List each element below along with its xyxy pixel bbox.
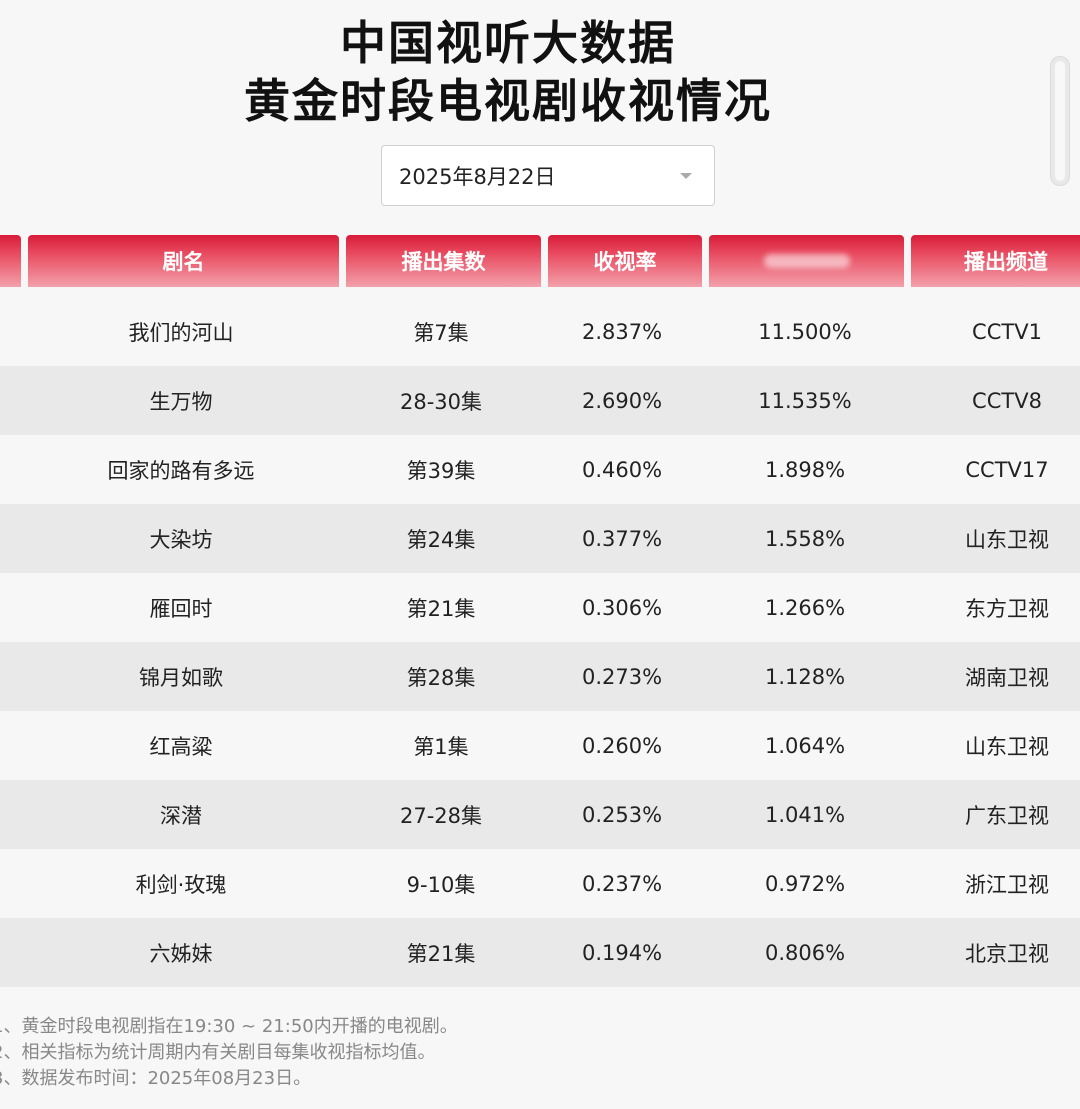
cell-episodes: 第24集 bbox=[406, 527, 476, 552]
cell-rating: 0.273% bbox=[581, 664, 663, 689]
cell-episodes: 第28集 bbox=[406, 665, 476, 690]
cell-rating: 0.260% bbox=[581, 733, 663, 758]
table-row: 深潜 27-28集 0.253% 1.041% 广东卫视 bbox=[0, 780, 1080, 849]
cell-share: 1.064% bbox=[764, 733, 846, 758]
cell-title: 我们的河山 bbox=[128, 320, 234, 345]
caret-down-icon bbox=[680, 173, 692, 179]
header-cell-episodes: 播出集数 bbox=[346, 235, 541, 287]
cell-title: 深潜 bbox=[160, 803, 202, 828]
cell-rating: 0.194% bbox=[581, 940, 663, 965]
cell-title: 锦月如歌 bbox=[139, 665, 223, 690]
cell-title: 雁回时 bbox=[149, 596, 213, 621]
cell-rating: 0.460% bbox=[581, 457, 663, 482]
cell-rating: 0.377% bbox=[581, 526, 663, 551]
cell-share: 1.041% bbox=[764, 802, 846, 827]
cell-share: 1.128% bbox=[764, 664, 846, 689]
cell-title: 生万物 bbox=[149, 389, 213, 414]
cell-channel: 山东卫视 bbox=[965, 527, 1049, 552]
cell-title: 大染坊 bbox=[149, 527, 213, 552]
table-header: 剧名 播出集数 收视率 播出频道 bbox=[0, 235, 1080, 287]
cell-episodes: 第7集 bbox=[413, 320, 469, 345]
header-cell-share bbox=[709, 235, 904, 287]
footnote-2: 2、相关指标为统计周期内有关剧目每集收视指标均值。 bbox=[0, 1042, 436, 1063]
cell-share: 1.266% bbox=[764, 595, 846, 620]
cell-episodes: 28-30集 bbox=[399, 389, 483, 414]
table-row: 生万物 28-30集 2.690% 11.535% CCTV8 bbox=[0, 366, 1080, 435]
cell-share: 0.972% bbox=[764, 871, 846, 896]
table-row: 六姊妹 第21集 0.194% 0.806% 北京卫视 bbox=[0, 918, 1080, 987]
cell-share: 0.806% bbox=[764, 940, 846, 965]
cell-episodes: 第39集 bbox=[406, 458, 476, 483]
header-cell-rank bbox=[0, 235, 21, 287]
cell-channel: 东方卫视 bbox=[965, 596, 1049, 621]
title-line-2: 黄金时段电视剧收视情况 bbox=[244, 74, 772, 128]
table-row: 大染坊 第24集 0.377% 1.558% 山东卫视 bbox=[0, 504, 1080, 573]
cell-episodes: 第1集 bbox=[413, 734, 469, 759]
header-cell-channel: 播出频道 bbox=[911, 235, 1080, 287]
title-line-1: 中国视听大数据 bbox=[340, 16, 676, 70]
footnote-1: 1、黄金时段电视剧指在19:30 ~ 21:50内开播的电视剧。 bbox=[0, 1016, 458, 1037]
cell-share: 1.898% bbox=[764, 457, 846, 482]
page-title: 中国视听大数据 黄金时段电视剧收视情况 bbox=[0, 14, 1016, 130]
cell-share: 11.535% bbox=[758, 388, 852, 413]
header-cell-title: 剧名 bbox=[28, 235, 339, 287]
cell-episodes: 第21集 bbox=[406, 596, 476, 621]
table-row: 回家的路有多远 第39集 0.460% 1.898% CCTV17 bbox=[0, 435, 1080, 504]
cell-rating: 2.690% bbox=[581, 388, 663, 413]
cell-rating: 2.837% bbox=[581, 319, 663, 344]
cell-title: 利剑·玫瑰 bbox=[135, 872, 227, 897]
cell-channel: 北京卫视 bbox=[965, 941, 1049, 966]
table-row: 红高粱 第1集 0.260% 1.064% 山东卫视 bbox=[0, 711, 1080, 780]
cell-channel: 广东卫视 bbox=[965, 803, 1049, 828]
footnote-3: 3、数据发布时间：2025年08月23日。 bbox=[0, 1068, 312, 1089]
cell-rating: 0.306% bbox=[581, 595, 663, 620]
cell-channel: CCTV17 bbox=[965, 457, 1049, 482]
footnotes: 1、黄金时段电视剧指在19:30 ~ 21:50内开播的电视剧。 2、相关指标为… bbox=[0, 1014, 1080, 1092]
cell-title: 红高粱 bbox=[149, 734, 213, 759]
cell-rating: 0.253% bbox=[581, 802, 663, 827]
date-select-value: 2025年8月22日 bbox=[399, 164, 556, 189]
cell-channel: 山东卫视 bbox=[965, 734, 1049, 759]
table-row: 利剑·玫瑰 9-10集 0.237% 0.972% 浙江卫视 bbox=[0, 849, 1080, 918]
table-row: 雁回时 第21集 0.306% 1.266% 东方卫视 bbox=[0, 573, 1080, 642]
cell-channel: 浙江卫视 bbox=[965, 872, 1049, 897]
cell-rating: 0.237% bbox=[581, 871, 663, 896]
header-cell-share-blurred bbox=[763, 254, 850, 268]
date-select[interactable]: 2025年8月22日 bbox=[381, 145, 715, 206]
cell-share: 1.558% bbox=[764, 526, 846, 551]
table-row: 锦月如歌 第28集 0.273% 1.128% 湖南卫视 bbox=[0, 642, 1080, 711]
table-row: 我们的河山 第7集 2.837% 11.500% CCTV1 bbox=[0, 297, 1080, 366]
cell-title: 回家的路有多远 bbox=[107, 458, 255, 483]
cell-episodes: 第21集 bbox=[406, 941, 476, 966]
cell-channel: CCTV8 bbox=[972, 388, 1042, 413]
cell-share: 11.500% bbox=[758, 319, 852, 344]
header-cell-rating: 收视率 bbox=[548, 235, 702, 287]
cell-channel: 湖南卫视 bbox=[965, 665, 1049, 690]
cell-title: 六姊妹 bbox=[149, 941, 213, 966]
cell-channel: CCTV1 bbox=[972, 319, 1042, 344]
scrollbar[interactable] bbox=[1050, 56, 1070, 186]
cell-episodes: 27-28集 bbox=[399, 803, 483, 828]
cell-episodes: 9-10集 bbox=[406, 872, 476, 897]
scrollbar-thumb[interactable] bbox=[1055, 61, 1065, 181]
